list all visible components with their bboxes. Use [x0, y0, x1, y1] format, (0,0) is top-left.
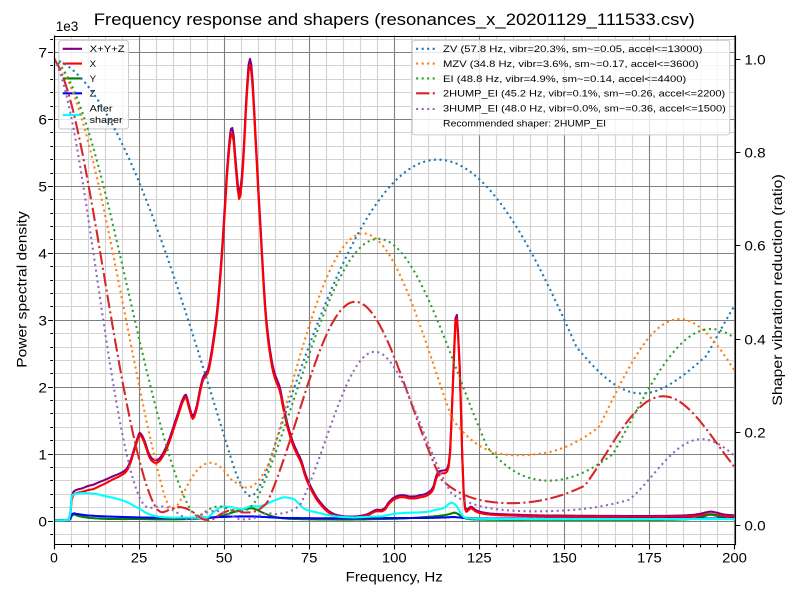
svg-text:shaper: shaper — [90, 115, 124, 126]
svg-text:Power spectral density: Power spectral density — [13, 211, 29, 368]
svg-text:1.0: 1.0 — [744, 51, 766, 67]
svg-text:0: 0 — [38, 513, 47, 529]
svg-text:Y: Y — [90, 74, 97, 85]
svg-text:25: 25 — [131, 549, 148, 565]
svg-text:150: 150 — [552, 549, 577, 565]
svg-text:3HUMP_EI (48.0 Hz, vibr=0.0%,: 3HUMP_EI (48.0 Hz, vibr=0.0%, sm~=0.36, … — [443, 103, 726, 114]
svg-text:1e3: 1e3 — [56, 18, 79, 34]
svg-text:EI (48.8 Hz, vibr=4.9%, sm~=0.: EI (48.8 Hz, vibr=4.9%, sm~=0.14, accel<… — [443, 74, 686, 85]
svg-text:100: 100 — [382, 549, 407, 565]
svg-text:Recommended shaper: 2HUMP_EI: Recommended shaper: 2HUMP_EI — [443, 118, 606, 129]
svg-text:0.4: 0.4 — [744, 331, 766, 347]
svg-text:Shaper vibration reduction (ra: Shaper vibration reduction (ratio) — [769, 174, 785, 406]
svg-text:50: 50 — [216, 549, 233, 565]
svg-text:7: 7 — [38, 44, 47, 60]
svg-text:0.6: 0.6 — [744, 237, 766, 253]
svg-text:4: 4 — [38, 245, 47, 261]
svg-text:1: 1 — [38, 446, 47, 462]
svg-text:75: 75 — [301, 549, 318, 565]
svg-text:Frequency, Hz: Frequency, Hz — [346, 569, 443, 585]
svg-text:MZV (34.8 Hz, vibr=3.6%, sm~=0: MZV (34.8 Hz, vibr=3.6%, sm~=0.17, accel… — [443, 59, 699, 70]
svg-text:0.8: 0.8 — [744, 144, 766, 160]
svg-text:Frequency response and shapers: Frequency response and shapers (resonanc… — [94, 10, 695, 29]
svg-text:ZV (57.8 Hz, vibr=20.3%, sm~=0: ZV (57.8 Hz, vibr=20.3%, sm~=0.05, accel… — [443, 44, 703, 55]
svg-text:125: 125 — [467, 549, 492, 565]
svg-text:X+Y+Z: X+Y+Z — [90, 44, 125, 55]
svg-text:175: 175 — [637, 549, 662, 565]
svg-text:2HUMP_EI (45.2 Hz, vibr=0.1%,: 2HUMP_EI (45.2 Hz, vibr=0.1%, sm~=0.26, … — [443, 89, 725, 100]
svg-text:200: 200 — [722, 549, 747, 565]
svg-text:3: 3 — [38, 312, 47, 328]
svg-text:X: X — [90, 59, 97, 70]
svg-text:Z: Z — [90, 89, 96, 100]
svg-text:5: 5 — [38, 178, 47, 194]
svg-text:0: 0 — [50, 549, 58, 565]
svg-text:0.0: 0.0 — [744, 517, 766, 533]
svg-text:6: 6 — [38, 111, 47, 127]
svg-text:2: 2 — [38, 379, 47, 395]
svg-text:After: After — [90, 103, 114, 114]
svg-text:0.2: 0.2 — [744, 424, 766, 440]
